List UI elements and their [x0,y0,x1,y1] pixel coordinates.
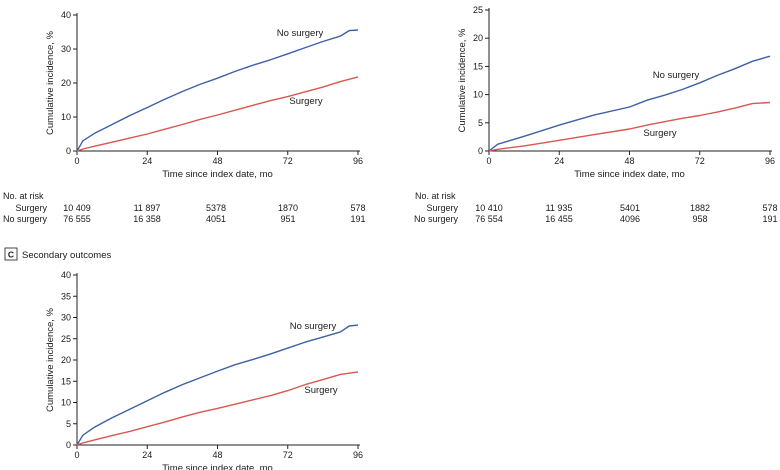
y-tick-label: 40 [61,270,71,280]
x-tick-label: 96 [353,450,363,460]
series-line-no-surgery [76,29,359,152]
series-line-no-surgery [76,324,359,446]
y-tick-label: 30 [61,44,71,54]
y-tick-label: 25 [61,334,71,344]
y-tick-label: 35 [61,291,71,301]
risk-cell: 191 [350,214,365,224]
series-label-surgery: Surgery [289,96,323,107]
risk-cell: 76 555 [63,214,91,224]
y-tick-label: 15 [61,376,71,386]
series-line-surgery [76,76,359,152]
series-label-no-surgery: No surgery [653,70,700,81]
y-tick-label: 20 [61,355,71,365]
y-tick-label: 5 [66,419,71,429]
risk-cell: 10 409 [63,203,91,213]
x-tick-label: 0 [486,156,491,166]
panel-title: Secondary outcomes [22,250,111,261]
x-tick-label: 48 [624,156,634,166]
x-tick-label: 0 [74,156,79,166]
y-tick-label: 15 [473,61,483,71]
risk-cell: 1870 [278,203,298,213]
y-tick-label: 5 [478,118,483,128]
risk-cell: 951 [280,214,295,224]
series-line-surgery [488,101,771,152]
risk-cell: 4051 [206,214,226,224]
y-tick-label: 40 [61,10,71,20]
risk-cell: 578 [350,203,365,213]
y-tick-label: 0 [66,440,71,450]
risk-cell: 578 [762,203,777,213]
x-tick-label: 96 [353,156,363,166]
risk-table-heading: No. at risk [3,191,44,201]
x-tick-label: 48 [212,156,222,166]
y-tick-label: 10 [61,112,71,122]
x-axis-label: Time since index date, mo [574,169,685,180]
risk-table-heading: No. at risk [415,191,456,201]
risk-row-label: No surgery [414,214,459,224]
series-label-no-surgery: No surgery [290,321,337,332]
series-line-surgery [76,371,359,446]
x-tick-label: 72 [283,156,293,166]
y-tick-label: 0 [478,146,483,156]
x-tick-label: 96 [765,156,775,166]
x-tick-label: 72 [283,450,293,460]
series-line-no-surgery [488,55,771,152]
panel-badge-box [4,247,18,261]
y-tick-label: 10 [61,398,71,408]
x-tick-label: 0 [74,450,79,460]
y-tick-label: 20 [61,78,71,88]
chart-panel-3: C Secondary outcomes 0 5 10 15 20 25 30 35 40 0 24 48… [4,247,363,470]
risk-row-label: Surgery [426,203,458,213]
x-tick-label: 24 [142,156,152,166]
x-tick-label: 24 [554,156,564,166]
risk-cell: 191 [762,214,777,224]
panel-badge-letter: C [8,250,14,260]
x-axis-label: Time since index date, mo [162,463,273,470]
risk-cell: 16 358 [133,214,161,224]
y-tick-label: 10 [473,90,483,100]
x-tick-label: 24 [142,450,152,460]
y-tick-label: 20 [473,33,483,43]
y-axis-label: Cumulative incidence, % [45,307,56,412]
risk-cell: 958 [692,214,707,224]
risk-cell: 11 935 [546,203,573,213]
risk-cell: 11 897 [134,203,161,213]
y-axis-label: Cumulative incidence, % [45,30,56,135]
risk-cell: 76 554 [475,214,503,224]
x-tick-label: 48 [212,450,222,460]
risk-cell: 5378 [206,203,226,213]
risk-cell: 16 455 [545,214,573,224]
y-axis-label: Cumulative incidence, % [457,28,468,133]
series-label-surgery: Surgery [304,385,338,396]
y-tick-label: 30 [61,313,71,323]
risk-cell: 5401 [620,203,640,213]
chart-panel-2: 0 5 10 15 20 25 0 24 48 72 96 Time since index date… [414,5,778,224]
x-axis-label: Time since index date, mo [162,169,273,180]
y-tick-label: 0 [66,146,71,156]
series-label-surgery: Surgery [643,128,677,139]
chart-panel-1: 0 10 20 30 40 0 24 48 72 96 Time since index date,… [3,10,366,224]
risk-cell: 1882 [690,203,710,213]
risk-row-label: No surgery [3,214,48,224]
risk-row-label: Surgery [15,203,47,213]
risk-cell: 4096 [620,214,640,224]
x-tick-label: 72 [695,156,705,166]
series-label-no-surgery: No surgery [277,28,324,39]
y-tick-label: 25 [473,5,483,15]
risk-cell: 10 410 [475,203,503,213]
